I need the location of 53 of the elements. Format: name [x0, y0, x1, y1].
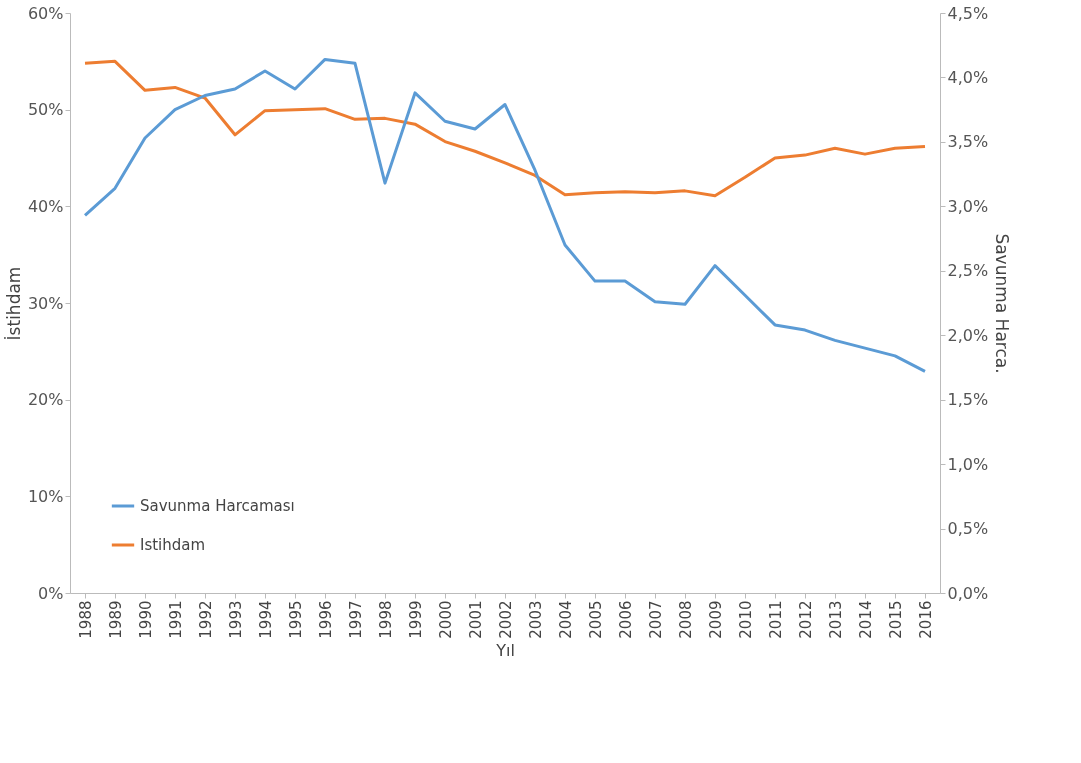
- x-tick-label: 2010: [736, 600, 755, 639]
- y2-tick-label: 3,5%: [947, 132, 989, 152]
- x-axis-title: Yıl: [495, 640, 515, 660]
- y2-tick-label: 2,0%: [947, 325, 989, 345]
- x-tick-label: 2014: [856, 600, 875, 639]
- x-tick-label: 2016: [916, 600, 935, 639]
- x-tick-label: 2004: [556, 600, 575, 639]
- y-axis-title: İstihdam: [3, 266, 24, 341]
- x-tick-label: 1990: [136, 600, 155, 639]
- legend-label: Savunma Harcaması: [140, 497, 295, 515]
- x-tick-label: 1989: [106, 600, 125, 639]
- y2-tick-label: 4,5%: [947, 3, 989, 23]
- x-tick-label: 1991: [166, 600, 185, 639]
- x-tick-label: 1999: [406, 600, 425, 639]
- x-tick-label: 2011: [766, 600, 785, 639]
- x-tick-label: 1998: [376, 600, 395, 639]
- x-tick-label: 2012: [796, 600, 815, 639]
- x-tick-label: 2015: [886, 600, 905, 639]
- x-tick-label: 2007: [646, 600, 665, 639]
- x-tick-label: 1992: [196, 600, 215, 639]
- x-tick-label: 1995: [286, 600, 305, 639]
- y-tick-label: 10%: [27, 486, 64, 506]
- x-tick-label: 1994: [256, 600, 275, 639]
- y2-tick-label: 1,5%: [947, 390, 989, 410]
- x-tick-label: 1993: [226, 600, 245, 639]
- y-tick-label: 30%: [27, 293, 64, 313]
- x-tick-label: 2000: [436, 600, 455, 639]
- line-series: [83, 57, 927, 373]
- x-tick-label: 2002: [496, 600, 515, 639]
- y2-tick-label: 4,0%: [947, 67, 989, 87]
- x-tick-label: 2006: [616, 600, 635, 639]
- y2-tick-label: 0,0%: [947, 583, 989, 603]
- x-tick-label: 2003: [526, 600, 545, 639]
- x-tick-label: 2005: [586, 600, 605, 639]
- legend-label: Istihdam: [140, 536, 206, 554]
- x-tick-label: 2001: [466, 600, 485, 639]
- y-tick-label: 20%: [27, 390, 64, 410]
- y-tick-label: 40%: [27, 196, 64, 216]
- y-tick-label: 0%: [38, 583, 64, 603]
- x-tick-label: 1996: [316, 600, 335, 639]
- x-tick-label: 1997: [346, 600, 365, 639]
- x-tick-label: 2008: [676, 600, 695, 639]
- line-series: [83, 59, 927, 198]
- y2-tick-label: 2,5%: [947, 261, 989, 281]
- y2-tick-label: 3,0%: [947, 196, 989, 216]
- x-tick-label: 2009: [706, 600, 725, 639]
- y-tick-label: 50%: [27, 100, 64, 120]
- x-tick-label: 2013: [826, 600, 845, 639]
- y2-tick-label: 1,0%: [947, 454, 989, 474]
- x-tick-label: 1988: [76, 600, 95, 639]
- y-tick-label: 60%: [27, 3, 64, 23]
- y2-tick-label: 0,5%: [947, 519, 989, 539]
- y2-axis-title: Savunma Harca.: [992, 233, 1013, 374]
